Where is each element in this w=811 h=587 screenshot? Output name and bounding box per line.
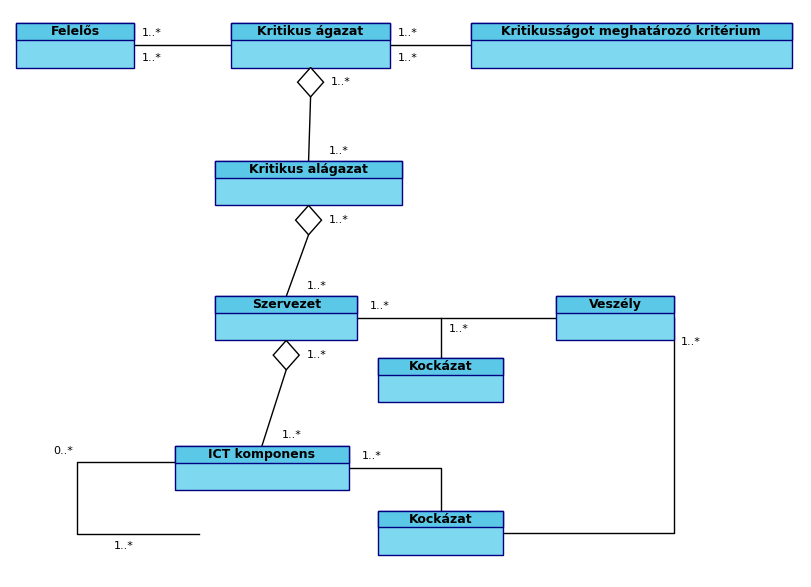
- FancyBboxPatch shape: [16, 23, 134, 41]
- FancyBboxPatch shape: [16, 23, 134, 68]
- Text: 1..*: 1..*: [328, 215, 348, 225]
- Polygon shape: [273, 340, 299, 370]
- Text: 1..*: 1..*: [282, 430, 302, 440]
- Text: Kritikus alágazat: Kritikus alágazat: [249, 163, 367, 176]
- FancyBboxPatch shape: [556, 296, 673, 340]
- FancyBboxPatch shape: [215, 296, 357, 340]
- FancyBboxPatch shape: [215, 296, 357, 313]
- Text: Kritikusságot meghatározó kritérium: Kritikusságot meghatározó kritérium: [501, 25, 760, 38]
- Text: 1..*: 1..*: [369, 301, 388, 311]
- FancyBboxPatch shape: [215, 161, 401, 205]
- Text: Kockázat: Kockázat: [408, 512, 472, 525]
- FancyBboxPatch shape: [377, 511, 503, 555]
- Text: 1..*: 1..*: [307, 281, 326, 291]
- Polygon shape: [297, 68, 323, 97]
- Text: Kockázat: Kockázat: [408, 360, 472, 373]
- Text: 1..*: 1..*: [307, 350, 326, 360]
- Text: Felelős: Felelős: [50, 25, 100, 38]
- Polygon shape: [295, 205, 321, 235]
- FancyBboxPatch shape: [231, 23, 389, 41]
- Text: 1..*: 1..*: [448, 325, 468, 335]
- Text: 1..*: 1..*: [331, 77, 350, 87]
- Text: 1..*: 1..*: [680, 337, 699, 347]
- FancyBboxPatch shape: [377, 358, 503, 402]
- FancyBboxPatch shape: [215, 161, 401, 178]
- Text: 1..*: 1..*: [142, 53, 161, 63]
- FancyBboxPatch shape: [470, 23, 791, 68]
- Text: ICT komponens: ICT komponens: [208, 448, 315, 461]
- FancyBboxPatch shape: [174, 446, 349, 490]
- Text: 0..*: 0..*: [54, 446, 73, 456]
- Text: Szervezet: Szervezet: [251, 298, 320, 311]
- Text: Kritikus ágazat: Kritikus ágazat: [257, 25, 363, 38]
- Text: Veszély: Veszély: [588, 298, 641, 311]
- Text: 1..*: 1..*: [114, 541, 133, 551]
- FancyBboxPatch shape: [174, 446, 349, 463]
- Text: 1..*: 1..*: [142, 28, 161, 38]
- FancyBboxPatch shape: [231, 23, 389, 68]
- FancyBboxPatch shape: [470, 23, 791, 41]
- FancyBboxPatch shape: [377, 511, 503, 527]
- FancyBboxPatch shape: [556, 296, 673, 313]
- Text: 1..*: 1..*: [328, 146, 348, 156]
- Text: 1..*: 1..*: [397, 53, 417, 63]
- Text: 1..*: 1..*: [397, 28, 417, 38]
- Text: 1..*: 1..*: [361, 451, 380, 461]
- FancyBboxPatch shape: [377, 358, 503, 375]
